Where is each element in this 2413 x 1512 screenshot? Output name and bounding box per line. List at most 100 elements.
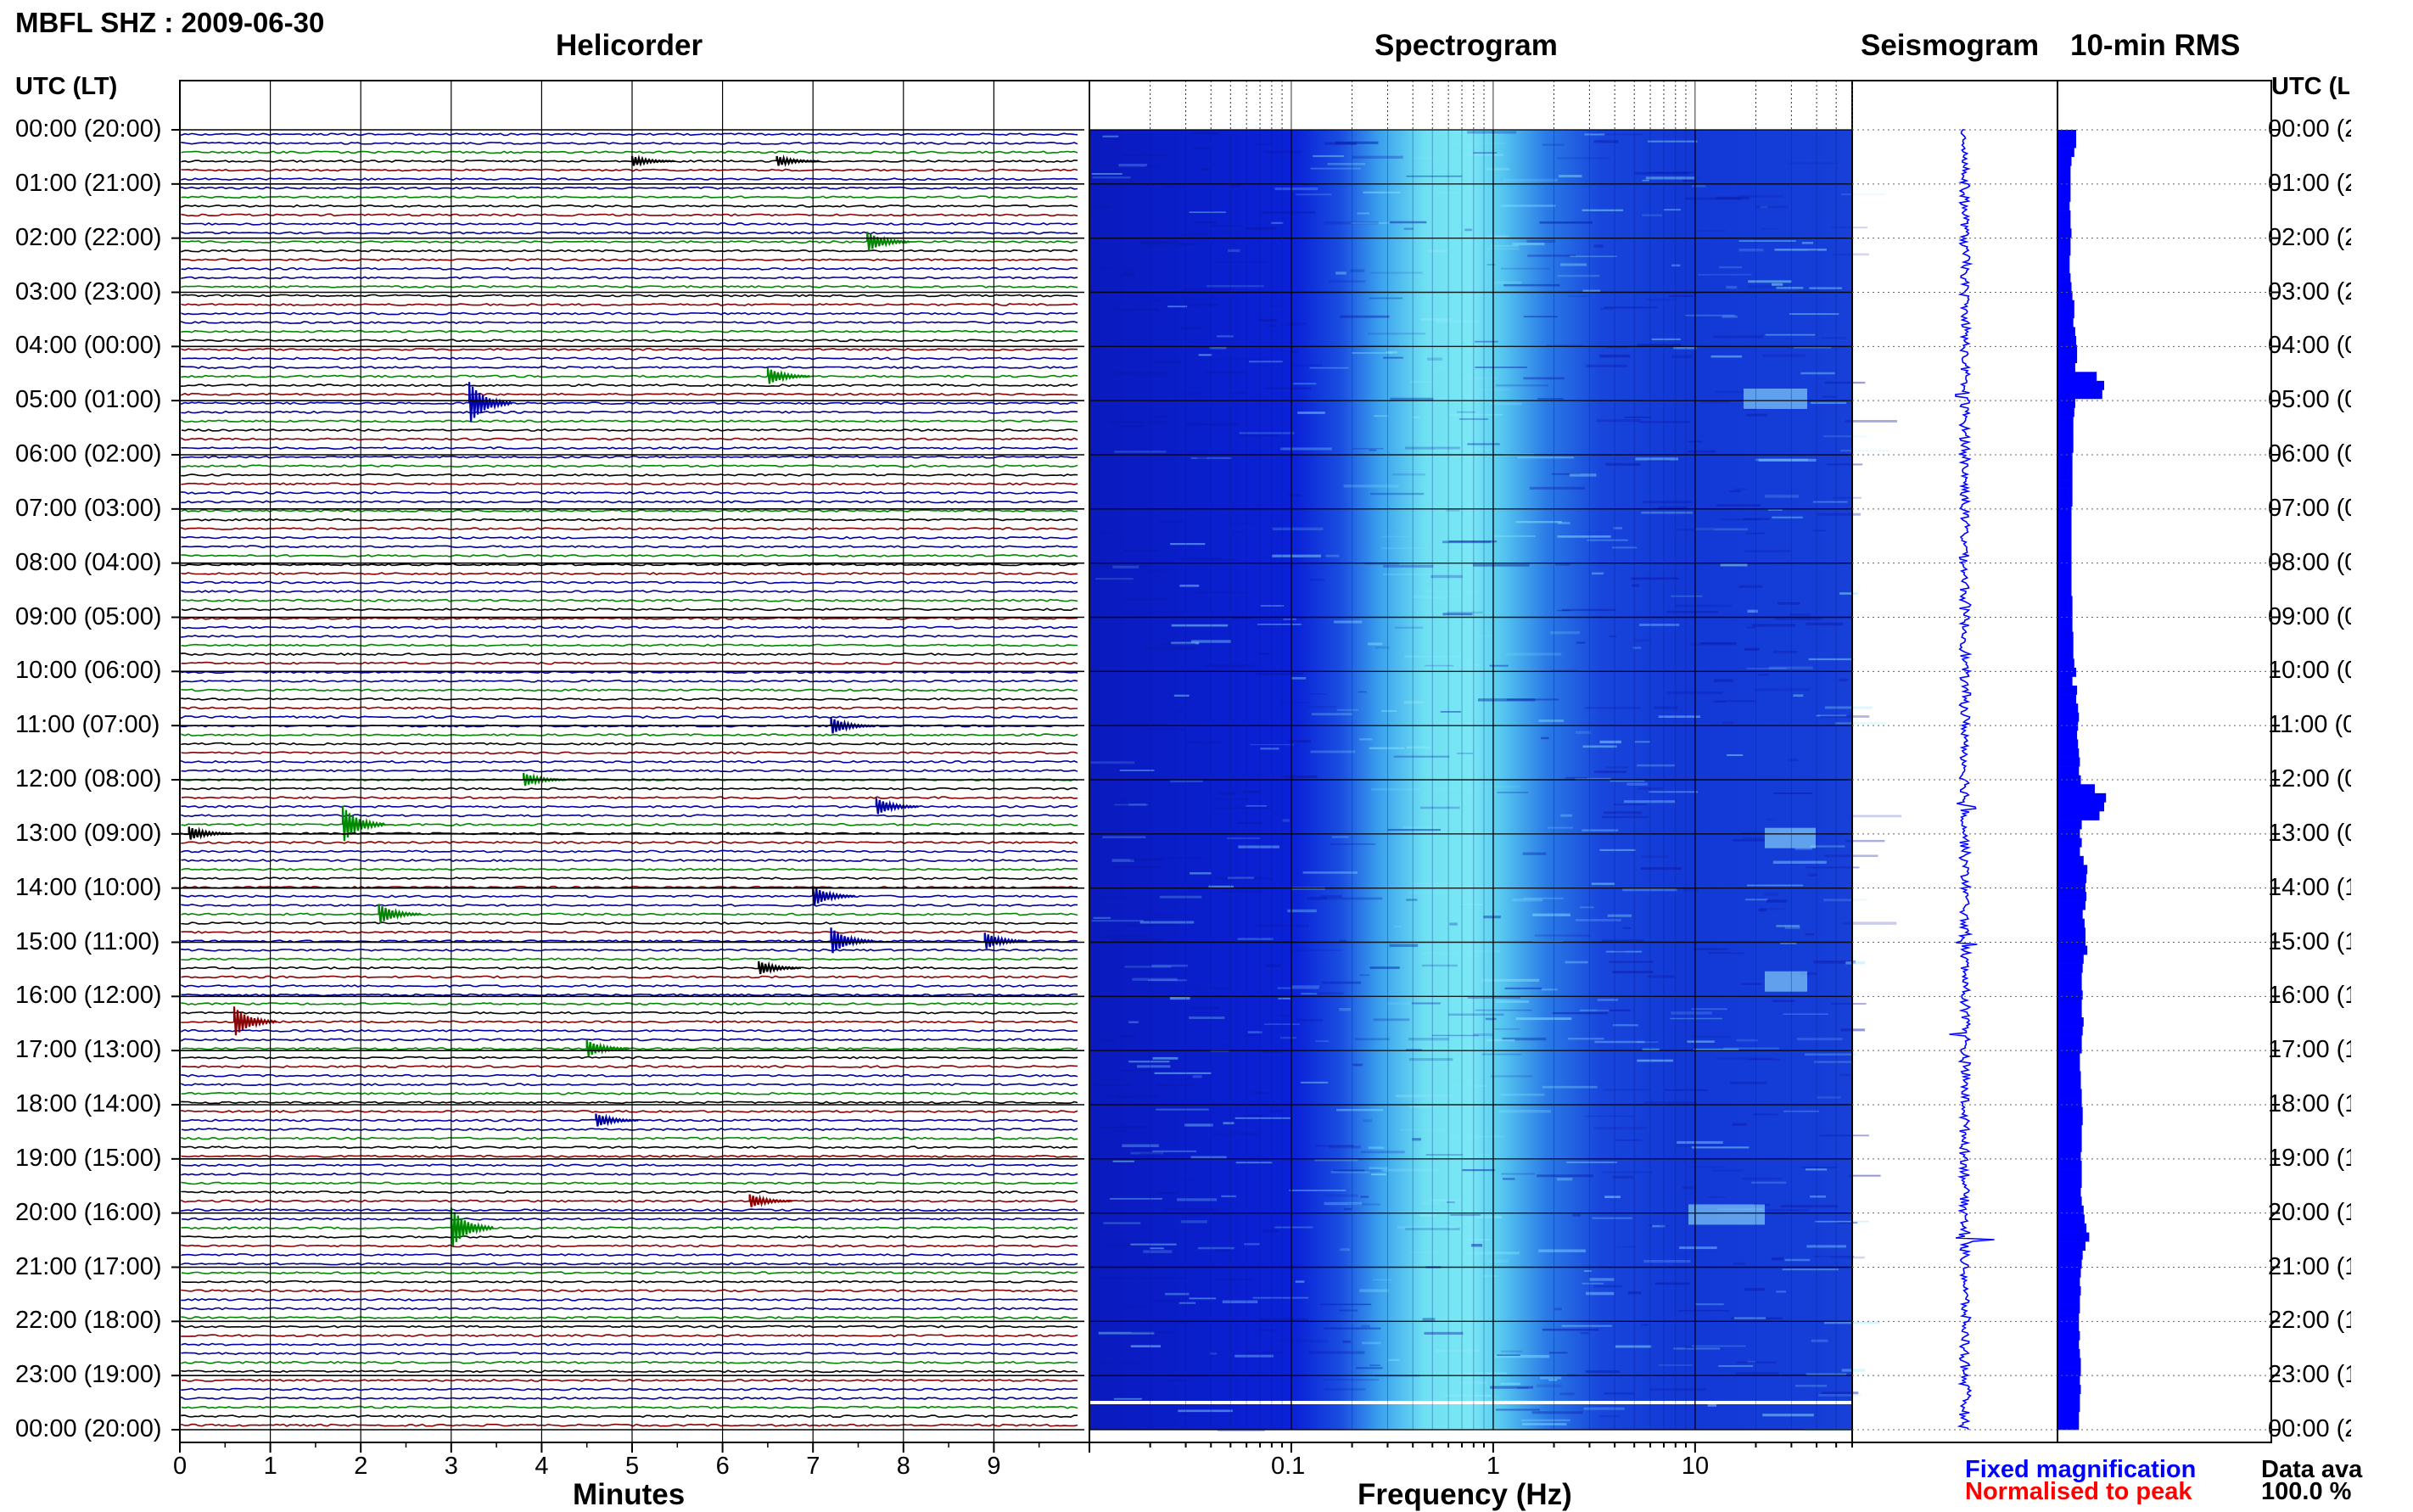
spectrogram-cell [1428,400,1481,403]
spectrogram-cell [1557,535,1611,538]
spectrogram-cell [1559,1392,1575,1396]
spectrogram-cell [1333,620,1363,624]
spectrogram-cell [1473,1033,1493,1037]
spectrogram-cell [1826,463,1863,466]
spectrogram-cell [1497,1354,1520,1356]
helicorder-trace [181,751,1078,755]
spectrogram-cell [1120,424,1145,428]
helicorder-trace [181,1109,1078,1113]
spectrogram-cell [1333,1169,1365,1172]
rms-bar [2057,1214,2085,1224]
spectrogram-cell [1193,221,1218,224]
spectrogram-cell [1260,605,1285,607]
spectrogram-cell [1380,547,1429,550]
spectrogram-cell [1449,1135,1505,1138]
spectrogram-cell [1772,1257,1784,1261]
spectrogram-cell [1751,1181,1787,1184]
spectrogram-cell [1822,435,1867,438]
spectrogram-cell [1613,804,1647,806]
spectrogram-event [1744,388,1807,409]
rms-bar [2057,192,2071,202]
spectrogram-cell [1335,141,1379,144]
spectrogram-cell [1152,1150,1197,1153]
spectrogram-cell [1114,804,1149,806]
spectrogram-cell [1845,420,1897,423]
spectrogram-cell [1209,1352,1218,1355]
spectrogram-cell [1637,764,1675,767]
spectrogram-cell [1794,1385,1828,1387]
spectrogram-cell [1296,1018,1324,1022]
helicorder-trace [181,859,1078,863]
spectrogram-event [1765,827,1816,848]
helicorder-trace [181,437,1078,441]
spectrogram-cell [1297,412,1325,414]
helicorder-trace [181,258,1078,262]
rms-bar [2057,291,2073,301]
spectrogram-cell [1723,1047,1779,1050]
spectrogram-cell [1325,554,1340,557]
rms-bar [2057,748,2080,758]
helicorder-trace [181,1414,1078,1419]
spectrogram-cell [1532,913,1570,916]
spectrogram-cell [1746,626,1755,629]
spectrogram-cell [1112,1160,1134,1162]
spectrogram-cell [1765,333,1816,336]
rms-bar [2057,613,2073,624]
helicorder-trace [181,715,1078,720]
spectrogram-cell [1604,1196,1621,1199]
spectrogram-cell [1313,154,1344,158]
helicorder-trace [181,446,1078,451]
spectrogram-cell [1309,579,1325,581]
spectrogram-cell [1746,413,1768,417]
spectrogram-cell [1402,826,1438,829]
spectrogram-cell [1324,1201,1363,1206]
spectrogram-cell [1814,1061,1855,1063]
time-label-right: 05:00 (0 [2268,386,2351,414]
spectrogram-cell [1091,920,1144,922]
spectrogram-cell [1602,939,1644,942]
time-label-left: 06:00 (02:00) [15,440,162,468]
spectrogram-cell [1504,987,1542,989]
spectrogram-cell [1166,1379,1186,1382]
spectrogram-cell [1450,1213,1481,1216]
minute-tick-label: 7 [806,1453,820,1480]
spectrogram-cell [1658,1364,1694,1366]
data-available-label: Data ava [2261,1456,2363,1483]
spectrogram-cell [1404,655,1461,658]
spectrogram-cell [1817,512,1861,516]
spectrogram-cell [1800,972,1817,976]
rms-bar [2057,551,2072,561]
helicorder-trace [181,204,1078,208]
spectrogram-cell [1572,1213,1582,1217]
helicorder-trace [181,957,1078,961]
spectrogram-cell [1554,1308,1562,1311]
spectrogram-cell [1419,1213,1436,1218]
spectrogram-cell [1641,855,1669,859]
rms-bar [2057,201,2070,211]
spectrogram-cell [1693,948,1728,950]
spectrogram-cell [1098,1331,1155,1335]
spectrogram-cell [1130,1243,1177,1246]
spectrogram-cell [1311,713,1353,716]
time-label-left: 02:00 (22:00) [15,223,162,251]
rms-bar [2057,1411,2080,1421]
spectrogram-cell [1307,897,1328,900]
spectrogram-cell [1408,1058,1453,1061]
spectrogram-cell [1369,747,1405,750]
helicorder-trace [181,1307,1078,1311]
helicorder-trace [181,1405,1078,1409]
spectrogram-cell [1339,1007,1352,1011]
rms-bar [2057,1151,2081,1162]
helicorder-trace [181,1047,1078,1050]
spectrogram-cell [1208,885,1234,888]
left-axis-heading: UTC (LT) [15,73,118,100]
seismogram-trace [1949,129,1995,1431]
spectrogram-cell [1265,150,1302,154]
rms-bar [2057,739,2079,749]
spectrogram-cell [1251,1092,1269,1095]
spectrogram-cell [1478,1154,1490,1156]
spectrogram-cell [1151,964,1188,967]
spectrogram-cell [1229,184,1241,188]
spectrogram-cell [1156,1108,1209,1111]
rms-bar [2057,1348,2080,1358]
